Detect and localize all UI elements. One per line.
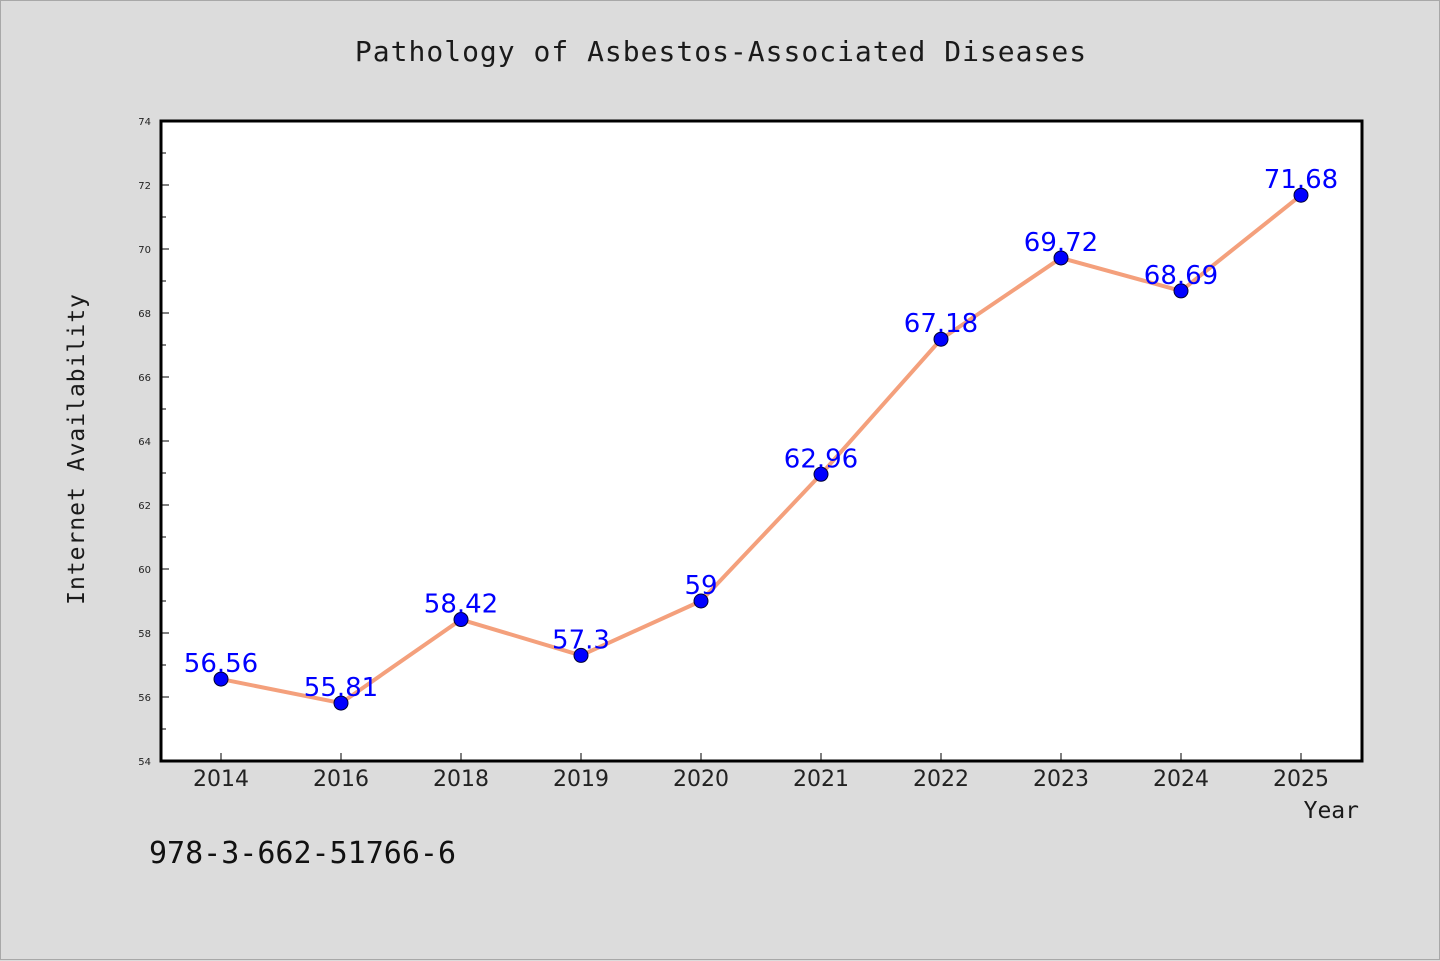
x-tick-label: 2023 [1033,767,1089,792]
data-point-marker [693,593,709,609]
data-label: 71.68 [1264,165,1338,195]
x-tick-label: 2016 [313,767,369,792]
data-label-group: 56.56 55.81 58.42 57.3 59 62.96 67.18 69.72 68.6… [184,165,1338,703]
y-tick-label: 56 [138,693,151,704]
y-tick-label: 72 [138,181,151,192]
data-point-marker [1293,187,1309,203]
y-tick-label: 70 [138,245,151,256]
x-tick-label: 2022 [913,767,969,792]
x-tick-label: 2025 [1273,767,1329,792]
data-point-marker [573,647,589,663]
data-label: 57.3 [552,625,610,655]
data-label: 59 [684,571,717,601]
x-tick-label: 2014 [193,767,249,792]
data-point-marker [1173,283,1189,299]
isbn-text: 978-3-662-51766-6 [149,836,457,871]
data-point-marker [333,695,349,711]
y-tick-label: 54 [138,757,151,768]
x-tick-label: 2019 [553,767,609,792]
chart-title: Pathology of Asbestos-Associated Disease… [354,35,1088,68]
x-tick-label: 2021 [793,767,849,792]
x-axis-label: Year [1303,798,1359,824]
data-label: 67.18 [904,309,978,339]
data-point-marker [1053,250,1069,266]
y-tick-label: 58 [138,629,151,640]
y-axis: 54 56 58 60 62 64 66 68 70 72 74 [138,117,169,768]
y-tick-label: 64 [138,437,151,448]
data-label: 62.96 [784,444,858,474]
y-tick-label: 68 [138,309,151,320]
plot-area [159,119,1364,763]
data-point-marker [453,612,469,628]
series-line-group [213,187,1309,711]
data-point-marker [933,331,949,347]
data-label: 56.56 [184,649,258,679]
series-line [220,193,1303,706]
x-tick-label: 2018 [433,767,489,792]
x-tick-label: 2024 [1153,767,1209,792]
y-tick-label: 74 [138,117,151,128]
data-label: 55.81 [304,673,378,703]
y-tick-label: 66 [138,373,151,384]
data-label: 58.42 [424,590,498,620]
data-label: 68.69 [1144,261,1218,291]
x-tick-label: 2020 [673,767,729,792]
x-axis: 2014 2016 2018 2019 2020 2021 2022 2023 2024 2025 [193,753,1329,792]
data-label: 69.72 [1024,228,1098,258]
y-tick-label: 60 [138,565,151,576]
data-point-marker [813,466,829,482]
data-point-marker [213,671,229,687]
y-tick-label: 62 [138,501,151,512]
